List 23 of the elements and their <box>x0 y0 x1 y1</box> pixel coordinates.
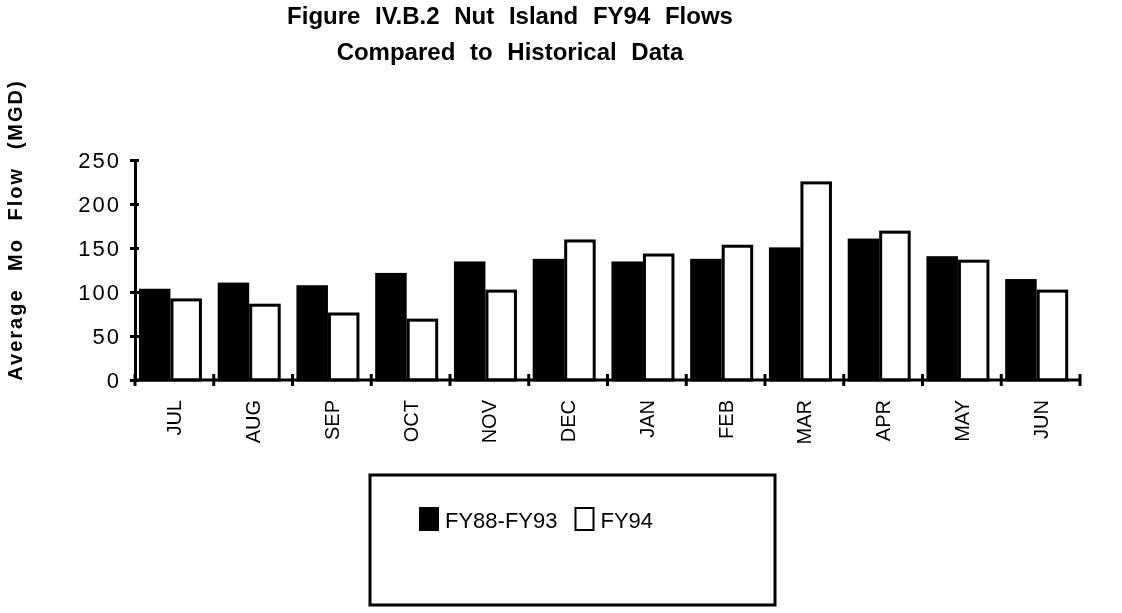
y-tick-label: 250 <box>78 147 121 173</box>
x-tick-label: JAN <box>635 400 658 438</box>
x-tick-label: OCT <box>399 400 422 443</box>
x-tick-label: NOV <box>478 399 501 444</box>
chart-title: Figure IV.B.2 Nut Island FY94 Flows <box>287 2 733 29</box>
x-tick-label: APR <box>872 400 895 442</box>
x-tick-label: JUL <box>163 400 186 436</box>
legend-label: FY88-FY93 <box>445 508 558 533</box>
y-tick-label: 50 <box>92 323 121 349</box>
y-tick-label: 200 <box>78 191 121 217</box>
x-tick-label: JUN <box>1029 400 1052 439</box>
y-tick-label: 100 <box>78 279 121 305</box>
x-tick-label: MAR <box>793 400 816 445</box>
y-tick-label: 150 <box>78 235 121 261</box>
x-tick-label: SEP <box>320 400 343 441</box>
x-tick-label: AUG <box>242 400 265 444</box>
chart-subtitle: Compared to Historical Data <box>336 38 685 65</box>
x-tick-label: FEB <box>714 400 737 439</box>
x-tick-label: MAY <box>950 400 973 442</box>
legend-label: FY94 <box>600 508 654 533</box>
y-tick-label: 0 <box>106 367 121 393</box>
y-axis-title: Average Mo Flow (MGD) <box>4 79 26 381</box>
x-tick-label: DEC <box>557 400 580 443</box>
